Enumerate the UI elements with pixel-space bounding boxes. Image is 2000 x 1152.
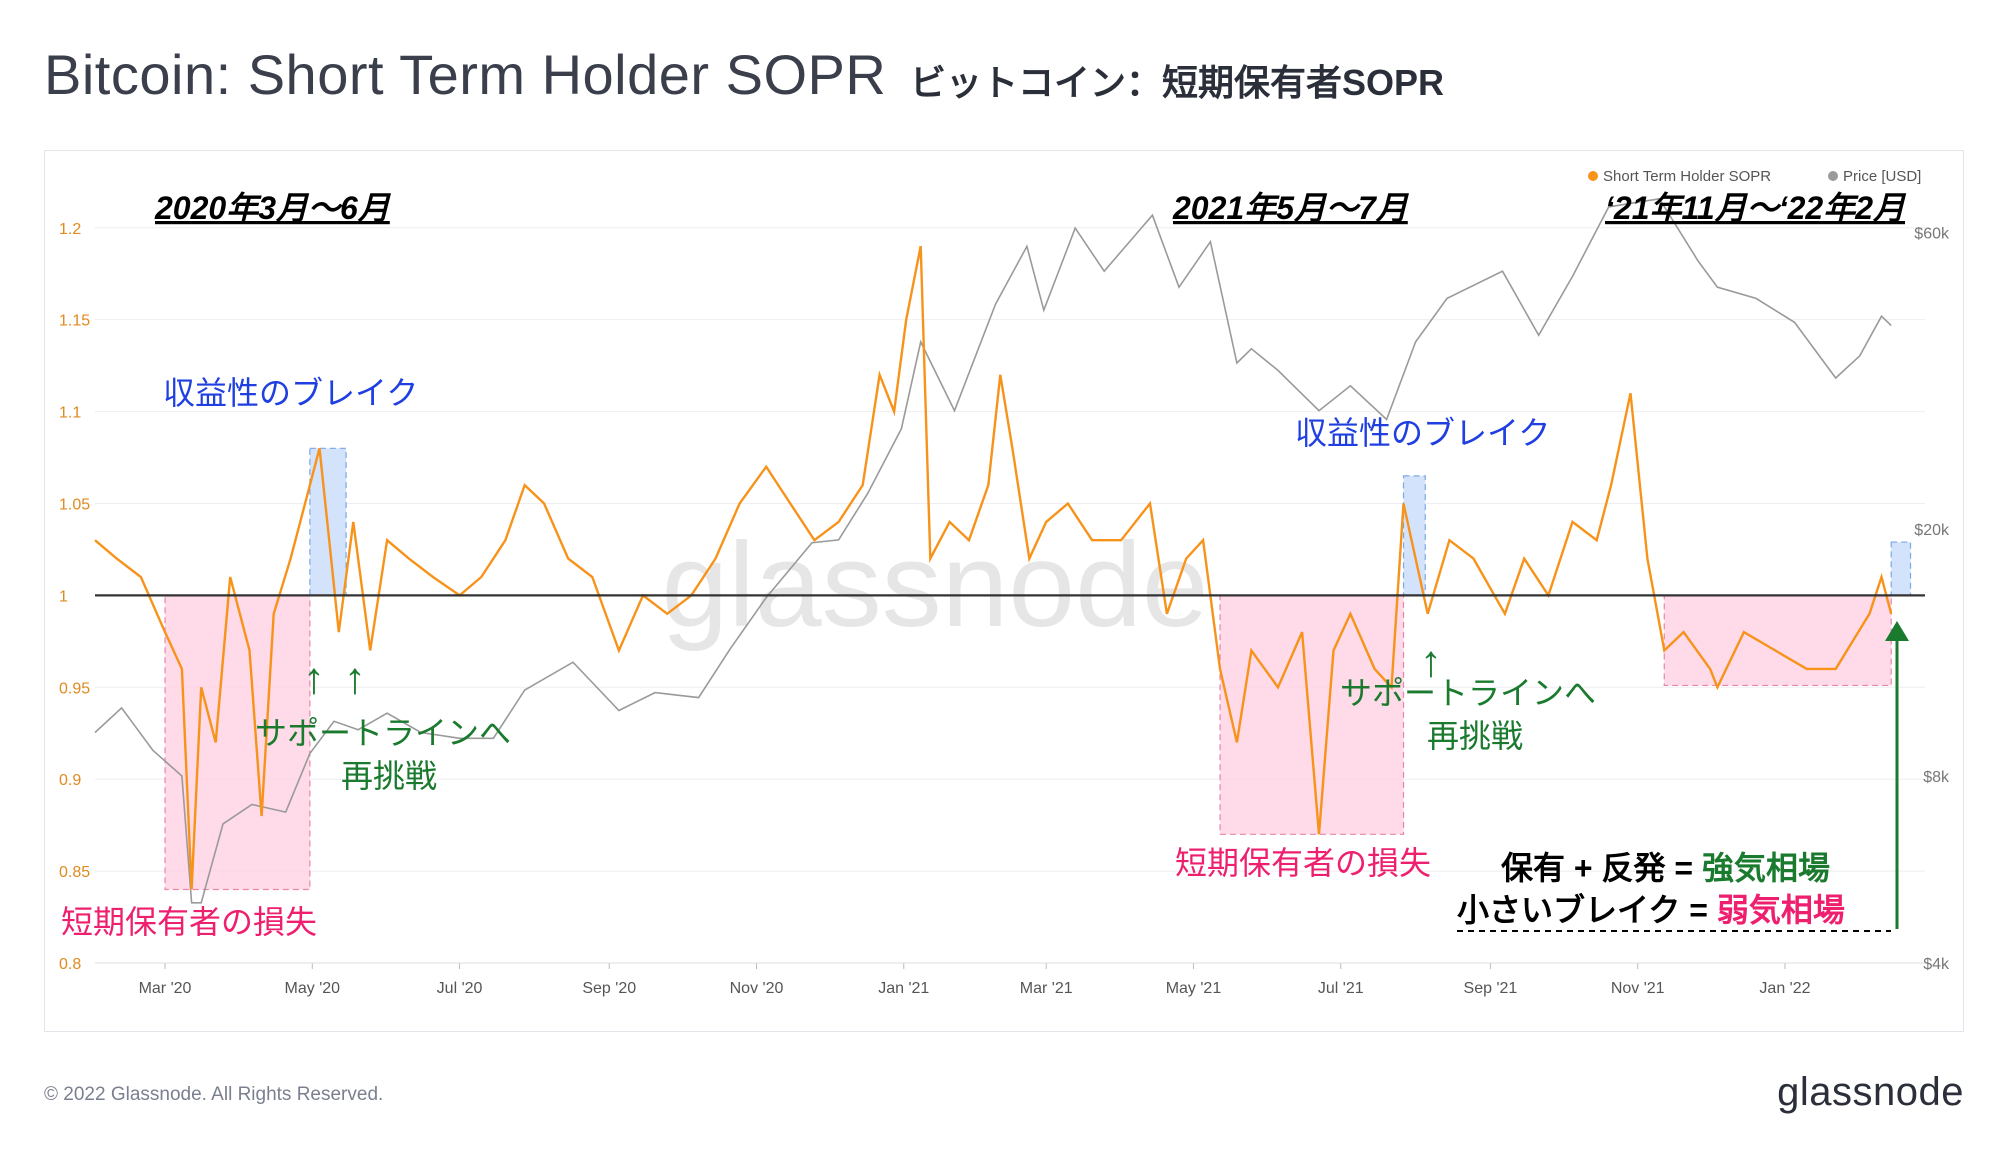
legend-price-swatch [1828, 171, 1838, 181]
period-label-2022: ‘21年11月～‘22年2月 [1605, 190, 1907, 226]
loss-label-1: 短期保有者の損失 [61, 904, 317, 940]
copyright-text: © 2022 Glassnode. All Rights Reserved. [44, 1084, 384, 1105]
support-label-2a: サポートラインへ [1340, 675, 1596, 711]
profit-region-5 [1890, 541, 1912, 596]
right-tick-label: $20k [1914, 522, 1950, 539]
x-tick-label: Jul '21 [1318, 980, 1364, 997]
right-tick-label: $8k [1923, 769, 1950, 786]
x-tick-label: Nov '20 [730, 980, 784, 997]
left-tick-label: 0.85 [59, 864, 90, 881]
right-tick-label: $4k [1923, 956, 1950, 973]
highlight-regions [164, 447, 1912, 891]
glassnode-logo: glassnode [1777, 1070, 1964, 1114]
page-title: Bitcoin: Short Term Holder SOPR [44, 43, 887, 106]
support-label-1a: サポートラインへ [255, 715, 511, 751]
loss-region-2 [1219, 594, 1405, 835]
x-tick-label: Mar '20 [139, 980, 192, 997]
left-tick-label: 0.9 [59, 772, 81, 789]
up-arrow-1: ↑ [303, 654, 325, 703]
market-legend-box: 保有 + 反発 = 強気相場 小さいブレイク = 弱気相場 [1457, 850, 1891, 932]
left-tick-label: 1.05 [59, 496, 90, 513]
right-tick-label: $60k [1914, 226, 1950, 243]
x-tick-label: Mar '21 [1020, 980, 1073, 997]
support-label-1b: 再挑戦 [341, 758, 437, 794]
period-label-2021: 2021年5月～7月 [1172, 190, 1410, 226]
left-tick-label: 0.95 [59, 680, 90, 697]
price-line [94, 197, 1892, 904]
sopr-line [94, 245, 1893, 890]
legend-sopr-swatch [1588, 171, 1598, 181]
profit-region-3 [1402, 475, 1426, 596]
legend-sopr-label: Short Term Holder SOPR [1603, 168, 1771, 185]
axis-ticks: 0.8 0.85 0.9 0.95 1 1.05 1.1 1.15 1.2 $4k $8k $20k $… [59, 221, 1950, 997]
period-label-2020: 2020年3月～6月 [154, 190, 392, 226]
x-tick-label: May '20 [285, 980, 341, 997]
up-arrow-2: ↑ [344, 654, 366, 703]
left-tick-label: 0.8 [59, 956, 81, 973]
sopr-chart: glassnode 0.8 0.85 0.9 0.95 1 1.05 1.1 1.15 1.2 $… [59, 168, 1950, 997]
legend: Short Term Holder SOPR Price [USD] [1588, 168, 1921, 185]
loss-label-2: 短期保有者の損失 [1175, 845, 1431, 881]
watermark: glassnode [661, 518, 1208, 652]
x-tick-label: Jul '20 [437, 980, 483, 997]
left-tick-label: 1.2 [59, 221, 81, 238]
up-arrow-3: ↑ [1420, 637, 1442, 686]
loss-region-4 [1663, 594, 1892, 687]
market-legend-line2: 小さいブレイク = 弱気相場 [1457, 892, 1845, 928]
profit-break-label-2: 収益性のブレイク [1295, 415, 1550, 451]
support-label-2b: 再挑戦 [1427, 718, 1523, 754]
chart-frame: glassnode 0.8 0.85 0.9 0.95 1 1.05 1.1 1.15 1.2 $… [44, 150, 1964, 1032]
x-tick-label: Nov '21 [1611, 980, 1665, 997]
left-tick-label: 1 [59, 588, 68, 605]
x-tick-label: Jan '21 [878, 980, 929, 997]
page-subtitle: ビットコイン：短期保有者SOPR [910, 62, 1445, 103]
x-tick-label: Sep '20 [582, 980, 636, 997]
legend-price-label: Price [USD] [1843, 168, 1921, 185]
x-tick-label: Sep '21 [1464, 980, 1518, 997]
left-tick-label: 1.1 [59, 405, 81, 422]
left-tick-label: 1.15 [59, 313, 90, 330]
long-green-arrow-head [1885, 621, 1909, 641]
x-tick-label: Jan '22 [1759, 980, 1810, 997]
profit-break-label-1: 収益性のブレイク [163, 375, 418, 411]
x-tick-label: May '21 [1166, 980, 1222, 997]
market-legend-line1: 保有 + 反発 = 強気相場 [1501, 850, 1830, 886]
